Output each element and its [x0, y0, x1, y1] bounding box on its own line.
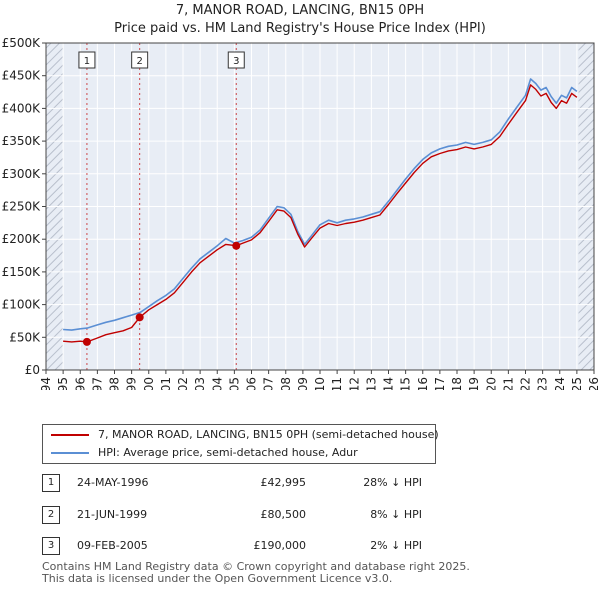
footer-license: This data is licensed under the Open Gov… — [42, 572, 393, 585]
x-tick-label: 2006 — [245, 377, 259, 390]
chart-subtitle: Price paid vs. HM Land Registry's House … — [114, 21, 486, 36]
legend-swatch-property — [51, 434, 89, 436]
y-tick-label: £200K — [2, 232, 42, 246]
y-tick-label: £300K — [2, 167, 42, 181]
footer-copyright: Contains HM Land Registry data © Crown c… — [42, 560, 470, 573]
transaction-price: £190,000 — [253, 539, 307, 552]
transaction-date: 21-JUN-1999 — [77, 508, 148, 521]
transaction-date: 09-FEB-2005 — [77, 539, 148, 552]
legend-label-hpi: HPI: Average price, semi-detached house,… — [98, 446, 358, 459]
transaction-label-box — [131, 51, 149, 69]
price-chart: 1 2 3 £0 £50K £100K £150K £200K £250K £300K £350K… — [2, 36, 600, 390]
property-line — [63, 84, 578, 343]
transaction-label: 2 — [136, 56, 142, 67]
x-tick-label: 2025 — [570, 377, 584, 390]
x-tick-label: 2014 — [382, 377, 396, 390]
transaction-marker: 3 — [42, 537, 60, 555]
transaction-marker: 2 — [42, 506, 60, 524]
x-tick-label: 2004 — [210, 377, 224, 390]
y-tick-label: £450K — [2, 69, 42, 83]
x-tick-label: 2002 — [176, 377, 190, 390]
y-tick-label: £0 — [25, 363, 40, 377]
transaction-price: £80,500 — [260, 508, 307, 521]
y-tick-label: £150K — [2, 265, 42, 279]
x-tick-label: 1995 — [56, 377, 70, 390]
legend-item-property: 7, MANOR ROAD, LANCING, BN15 0PH (semi-d… — [43, 426, 439, 444]
y-tick-label: £400K — [2, 101, 42, 115]
chart-title: 7, MANOR ROAD, LANCING, BN15 0PH — [175, 3, 425, 18]
x-tick-label: 2013 — [364, 377, 378, 390]
x-tick-label: 2024 — [553, 377, 567, 390]
legend-swatch-hpi — [51, 452, 89, 454]
x-tick-label: 1996 — [73, 377, 87, 390]
transaction-price: £42,995 — [260, 476, 307, 489]
y-tick-label: £50K — [9, 330, 41, 344]
transaction-date: 24-MAY-1996 — [77, 476, 149, 489]
x-tick-label: 1994 — [39, 377, 53, 390]
x-tick-label: 2012 — [347, 377, 361, 390]
x-tick-label: 2017 — [433, 377, 447, 390]
x-tick-label: 1999 — [125, 377, 139, 390]
transaction-row: 3 09-FEB-2005 £190,000 2% ↓ HPI — [42, 537, 442, 555]
legend-label-property: 7, MANOR ROAD, LANCING, BN15 0PH (semi-d… — [98, 428, 439, 441]
x-tick-label: 2015 — [399, 377, 413, 390]
x-tick-label: 2022 — [519, 377, 533, 390]
y-tick-label: £500K — [2, 36, 42, 50]
x-tick-label: 2011 — [330, 377, 344, 390]
legend: 7, MANOR ROAD, LANCING, BN15 0PH (semi-d… — [42, 424, 439, 464]
hpi-line — [63, 78, 578, 331]
x-tick-label: 2005 — [227, 377, 241, 390]
x-tick-label: 2026 — [587, 377, 600, 390]
x-tick-label: 1998 — [108, 377, 122, 390]
x-tick-label: 2019 — [467, 377, 481, 390]
transaction-label: 3 — [233, 56, 239, 67]
transaction-label-box — [78, 51, 96, 69]
y-tick-label: £250K — [2, 200, 42, 214]
x-tick-label: 1997 — [90, 377, 104, 390]
x-tick-label: 2009 — [296, 377, 310, 390]
x-tick-label: 2016 — [416, 377, 430, 390]
x-tick-label: 2018 — [450, 377, 464, 390]
transaction-label-box — [227, 51, 245, 69]
x-tick-label: 2003 — [193, 377, 207, 390]
legend-item-hpi: HPI: Average price, semi-detached house,… — [43, 444, 435, 462]
x-tick-label: 2020 — [484, 377, 498, 390]
y-tick-label: £100K — [2, 298, 42, 312]
transaction-label: 1 — [84, 56, 90, 67]
sale-point — [135, 313, 144, 322]
x-tick-label: 2021 — [501, 377, 515, 390]
x-tick-label: 2001 — [159, 377, 173, 390]
x-tick-label: 2000 — [142, 377, 156, 390]
x-tick-label: 2008 — [279, 377, 293, 390]
x-tick-label: 2007 — [262, 377, 276, 390]
sale-point — [232, 241, 241, 250]
sale-point — [82, 337, 91, 346]
transaction-row: 1 24-MAY-1996 £42,995 28% ↓ HPI — [42, 474, 442, 492]
x-tick-label: 2010 — [313, 377, 327, 390]
x-tick-label: 2023 — [536, 377, 550, 390]
transaction-row: 2 21-JUN-1999 £80,500 8% ↓ HPI — [42, 506, 442, 524]
transaction-hpi-diff: 2% ↓ HPI — [370, 539, 422, 552]
transaction-marker: 1 — [42, 474, 60, 492]
transaction-hpi-diff: 28% ↓ HPI — [363, 476, 422, 489]
transaction-hpi-diff: 8% ↓ HPI — [370, 508, 422, 521]
y-tick-label: £350K — [2, 134, 42, 148]
